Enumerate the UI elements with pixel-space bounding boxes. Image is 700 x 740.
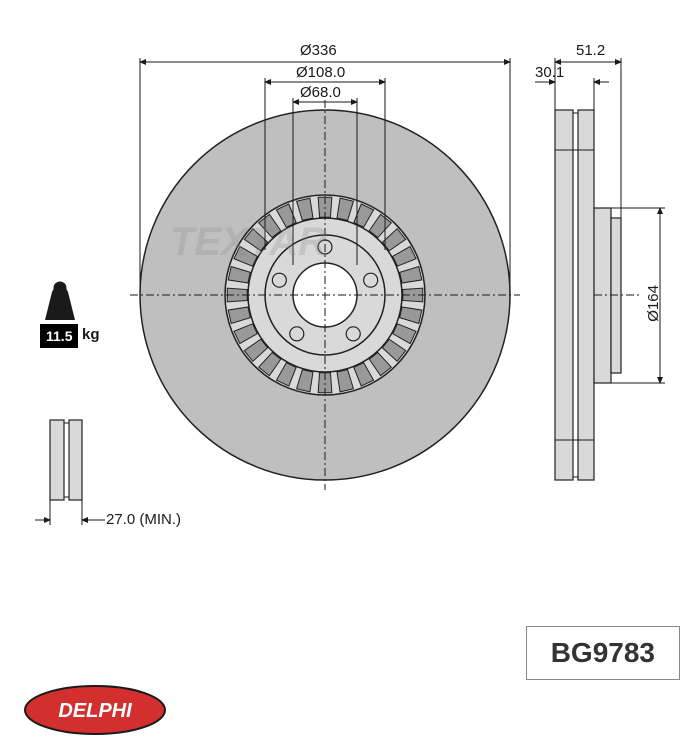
front-view [130, 100, 520, 490]
weight-number: 11.5 [46, 328, 72, 344]
part-number: BG9783 [551, 637, 655, 668]
weight-icon [45, 283, 75, 320]
dim-hub-diameter: Ø108.0 [296, 64, 345, 81]
diagram-canvas: Ø336 Ø108.0 Ø68.0 51.2 30.1 Ø164 27.0 (M… [0, 0, 700, 700]
min-thickness-view [35, 420, 105, 525]
dim-min-thickness: 27.0 (MIN.) [106, 511, 181, 528]
weight-value: 11.5 [40, 324, 78, 348]
dim-hat-diameter: Ø164 [645, 285, 662, 322]
brand-text: DELPHI [58, 700, 132, 722]
diagram-svg [0, 0, 700, 700]
weight-unit: kg [82, 326, 100, 343]
side-view [555, 110, 640, 480]
dim-outer-diameter: Ø336 [300, 42, 337, 59]
dim-bore-diameter: Ø68.0 [300, 84, 341, 101]
part-number-box: BG9783 [526, 626, 680, 680]
dim-offset: 51.2 [576, 42, 605, 59]
dim-thickness: 30.1 [535, 64, 564, 81]
